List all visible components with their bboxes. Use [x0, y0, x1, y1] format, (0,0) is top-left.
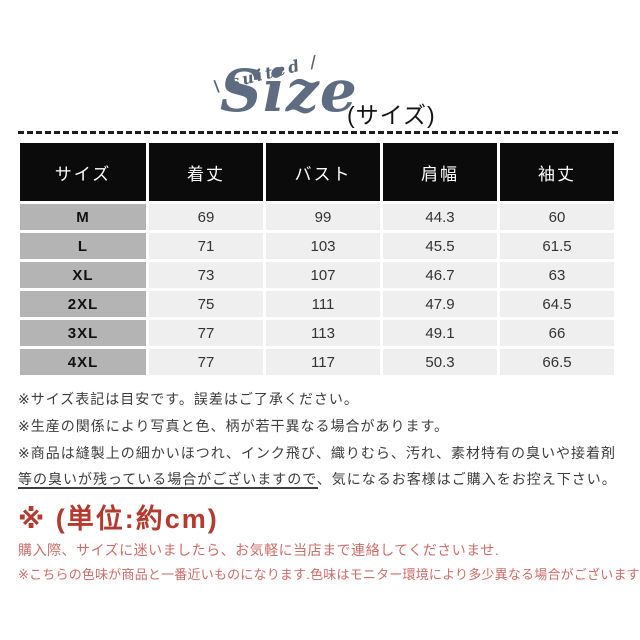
dashed-divider	[18, 131, 618, 134]
solid-divider	[18, 487, 318, 489]
cell-sleeve: 61.5	[500, 233, 614, 259]
column-header-size: サイズ	[20, 143, 146, 201]
cell-length: 73	[149, 262, 263, 288]
cell-sleeve: 66.5	[500, 349, 614, 375]
row-size-label: 2XL	[20, 291, 146, 317]
cell-shoulder: 44.3	[383, 204, 497, 230]
size-logo-text: Size	[220, 57, 358, 125]
note-color-difference: ※生産の関係により写真と色、柄が若干異なる場合があります。	[18, 418, 450, 434]
note-product-condition: ※商品は縫製上の細かいほつれ、インク飛び、織りむら、汚れ、素材特有の臭いや接着剤…	[18, 445, 617, 487]
cell-sleeve: 60	[500, 204, 614, 230]
cell-sleeve: 66	[500, 320, 614, 346]
disclaimer-notes: ※サイズ表記は目安です。誤差はご了承ください。 ※生産の関係により写真と色、柄が…	[18, 386, 624, 493]
cell-bust: 99	[266, 204, 380, 230]
unit-heading: ※ (単位:約cm)	[18, 504, 219, 534]
cell-bust: 111	[266, 291, 380, 317]
note-size-tolerance: ※サイズ表記は目安です。誤差はご了承ください。	[18, 391, 359, 407]
cell-length: 77	[149, 320, 263, 346]
cell-shoulder: 50.3	[383, 349, 497, 375]
size-subtitle-japanese: (サイズ)	[347, 102, 436, 128]
cell-length: 77	[149, 349, 263, 375]
cell-bust: 103	[266, 233, 380, 259]
cell-shoulder: 49.1	[383, 320, 497, 346]
column-header-sleeve: 袖丈	[500, 143, 614, 201]
cell-length: 69	[149, 204, 263, 230]
cell-length: 71	[149, 233, 263, 259]
cell-sleeve: 64.5	[500, 291, 614, 317]
row-size-label: XL	[20, 262, 146, 288]
size-table: サイズ 着丈 バスト 肩幅 袖丈 M 69 99 44.3 60 L 71 10…	[20, 143, 614, 375]
column-header-bust: バスト	[266, 143, 380, 201]
column-header-shoulder: 肩幅	[383, 143, 497, 201]
contact-note: 購入際、サイズに迷いましたら、お気軽に当店まで連絡してくださいませ.	[18, 542, 500, 558]
cell-bust: 107	[266, 262, 380, 288]
row-size-label: M	[20, 204, 146, 230]
cell-shoulder: 45.5	[383, 233, 497, 259]
cell-sleeve: 63	[500, 262, 614, 288]
cell-bust: 117	[266, 349, 380, 375]
cell-bust: 113	[266, 320, 380, 346]
row-size-label: L	[20, 233, 146, 259]
column-header-length: 着丈	[149, 143, 263, 201]
cell-length: 75	[149, 291, 263, 317]
row-size-label: 3XL	[20, 320, 146, 346]
monitor-color-note: ※こちらの色味が商品と一番近いものになります.色味はモニター環境により多少異なる…	[18, 567, 640, 582]
cell-shoulder: 47.9	[383, 291, 497, 317]
cell-shoulder: 46.7	[383, 262, 497, 288]
row-size-label: 4XL	[20, 349, 146, 375]
